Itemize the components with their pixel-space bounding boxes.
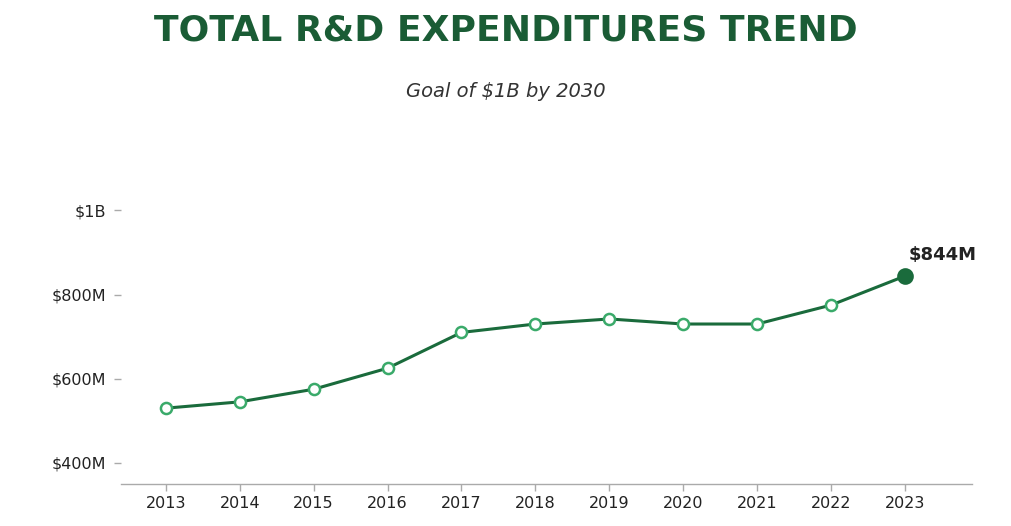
Text: $844M: $844M [908, 246, 976, 264]
Text: Goal of $1B by 2030: Goal of $1B by 2030 [405, 82, 606, 100]
Text: TOTAL R&D EXPENDITURES TREND: TOTAL R&D EXPENDITURES TREND [154, 13, 857, 47]
